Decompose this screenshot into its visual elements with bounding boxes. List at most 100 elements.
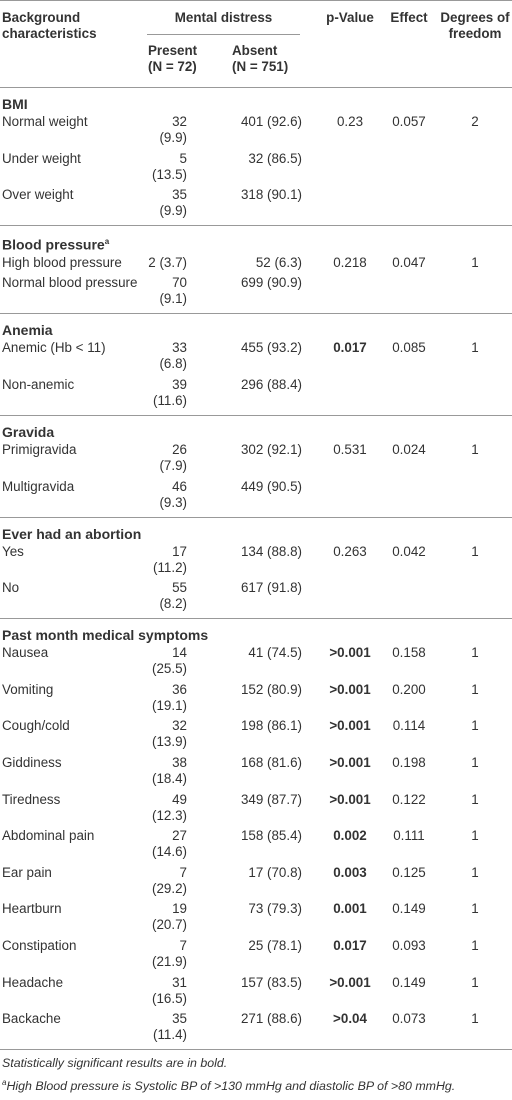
section-title-cell: Past month medical symptoms [0, 618, 512, 644]
section-row: Blood pressurea [0, 225, 512, 253]
effect-cell: 0.111 [393, 828, 425, 844]
footnote: Statistically significant results are in… [2, 1054, 510, 1073]
data-row: Cough/cold 32 (13.9) 198 (86.1) >0.001 0.114… [0, 716, 512, 753]
row-label: Headache [2, 974, 64, 990]
row-label: High blood pressure [2, 254, 122, 270]
p-value-cell: 0.001 [333, 901, 367, 917]
effect-cell: 0.073 [392, 1011, 426, 1027]
row-label: Non-anemic [2, 377, 75, 393]
df-cell: 1 [471, 681, 479, 697]
df-cell: 1 [471, 828, 479, 844]
effect-cell: 0.047 [392, 254, 426, 270]
p-value-cell: 0.263 [333, 543, 367, 559]
data-row: Backache 35 (11.4) 271 (88.6) >0.04 0.073 1 [0, 1009, 512, 1049]
present-cell: 38 (18.4) [152, 755, 187, 786]
header-cell: Background characteristics [2, 10, 97, 41]
group-header: Mental distress [147, 10, 300, 35]
absent-cell: 449 (90.5) [240, 478, 302, 494]
present-cell: 19 (20.7) [152, 901, 187, 933]
section-title: Past month medical symptoms [2, 627, 209, 644]
effect-cell: 0.085 [392, 340, 426, 356]
data-row: Abdominal pain 27 (14.6) 158 (85.4) 0.002 0.… [0, 826, 512, 863]
header-cell: p-Value [326, 10, 374, 25]
footnote-text: High Blood pressure is Systolic BP of >1… [6, 1079, 456, 1094]
effect-cell: 0.024 [392, 442, 426, 458]
row-label: Abdominal pain [2, 828, 95, 844]
table-body: BMI Normal weight 32 (9.9) 401 (92.6) 0.23 0.… [0, 87, 512, 1050]
table-header: Background characteristics Mental distre… [0, 0, 512, 88]
note-mark: a [104, 237, 110, 247]
p-value-cell [320, 375, 380, 416]
p-value-cell: 0.531 [333, 442, 367, 458]
effect-cell: 0.042 [392, 543, 426, 559]
p-value-cell: >0.001 [329, 791, 371, 807]
df-cell: 1 [471, 645, 479, 661]
present-cell: 27 (14.6) [152, 828, 187, 860]
present-cell: 26 (7.9) [159, 442, 187, 474]
row-label: Under weight [2, 150, 81, 166]
df-cell: 1 [471, 1011, 479, 1027]
row-label: Ear pain [2, 864, 52, 880]
section-title: BMI [2, 96, 28, 112]
absent-cell: 73 (79.3) [248, 901, 302, 917]
absent-cell: 617 (91.8) [240, 580, 302, 596]
footnote-text: Statistically significant results are in… [2, 1056, 228, 1071]
data-row: No 55 (8.2) 617 (91.8) [0, 578, 512, 619]
data-row: Tiredness 49 (12.3) 349 (87.7) >0.001 0.122 1 [0, 790, 512, 827]
row-label: Nausea [2, 645, 49, 661]
header-line: Present [148, 43, 198, 58]
present-cell: 2 (3.7) [148, 254, 187, 270]
effect-cell [380, 578, 438, 619]
p-value-cell: 0.002 [333, 828, 367, 844]
row-label: Anemic (Hb < 11) [2, 340, 106, 356]
data-row: Headache 31 (16.5) 157 (83.5) >0.001 0.149 1 [0, 973, 512, 1010]
absent-cell: 699 (90.9) [240, 275, 302, 291]
data-row: Constipation 7 (21.9) 25 (78.1) 0.017 0.093 1 [0, 936, 512, 973]
section-title-cell: BMI [0, 87, 512, 112]
row-label: No [2, 580, 20, 596]
present-cell: 35 (11.4) [153, 1011, 187, 1043]
p-value-cell: >0.001 [329, 974, 371, 990]
effect-cell: 0.200 [392, 681, 426, 697]
header-cell: Effect [390, 10, 428, 25]
absent-cell: 52 (6.3) [255, 254, 302, 270]
absent-cell: 41 (74.5) [248, 645, 302, 661]
section-title-cell: Blood pressurea [0, 225, 512, 253]
data-row: Normal weight 32 (9.9) 401 (92.6) 0.23 0.057… [0, 112, 512, 149]
section-title: Anemia [2, 322, 53, 339]
absent-cell: 302 (92.1) [240, 442, 302, 458]
df-cell [438, 477, 512, 518]
section-title-cell: Gravida [0, 415, 512, 441]
p-value-cell: >0.001 [329, 718, 371, 734]
p-value-cell [320, 185, 380, 226]
footnote: aHigh Blood pressure is Systolic BP of >… [2, 1073, 510, 1096]
p-value-cell: >0.001 [329, 755, 371, 770]
df-cell [438, 375, 512, 416]
data-row: Nausea 14 (25.5) 41 (74.5) >0.001 0.158 1 [0, 643, 512, 680]
section-row: Anemia [0, 313, 512, 339]
p-value-cell [320, 578, 380, 619]
header-line: Absent [232, 43, 278, 58]
p-value-cell: >0.04 [333, 1011, 367, 1027]
absent-cell: 32 (86.5) [248, 150, 302, 166]
section-row: Ever had an abortion [0, 516, 512, 542]
absent-cell: 17 (70.8) [248, 864, 302, 880]
effect-cell: 0.149 [392, 974, 426, 990]
data-row: Non-anemic 39 (11.6) 296 (88.4) [0, 375, 512, 416]
row-label: Heartburn [2, 901, 62, 917]
header-cell: Present (N = 72) [145, 40, 225, 88]
present-cell: 70 (9.1) [159, 275, 187, 307]
row-label: Giddiness [2, 755, 62, 770]
absent-cell: 349 (87.7) [240, 791, 302, 807]
p-value-cell: 0.003 [333, 864, 367, 880]
df-cell: 1 [471, 718, 479, 734]
section-title: Ever had an abortion [2, 525, 142, 542]
absent-cell: 271 (88.6) [240, 1011, 302, 1027]
present-cell: 31 (16.5) [152, 974, 187, 1006]
effect-cell [380, 477, 438, 518]
row-label: Normal blood pressure [2, 275, 138, 291]
effect-cell: 0.125 [392, 864, 426, 880]
section-title-cell: Anemia [0, 313, 512, 339]
present-cell: 49 (12.3) [152, 791, 187, 823]
